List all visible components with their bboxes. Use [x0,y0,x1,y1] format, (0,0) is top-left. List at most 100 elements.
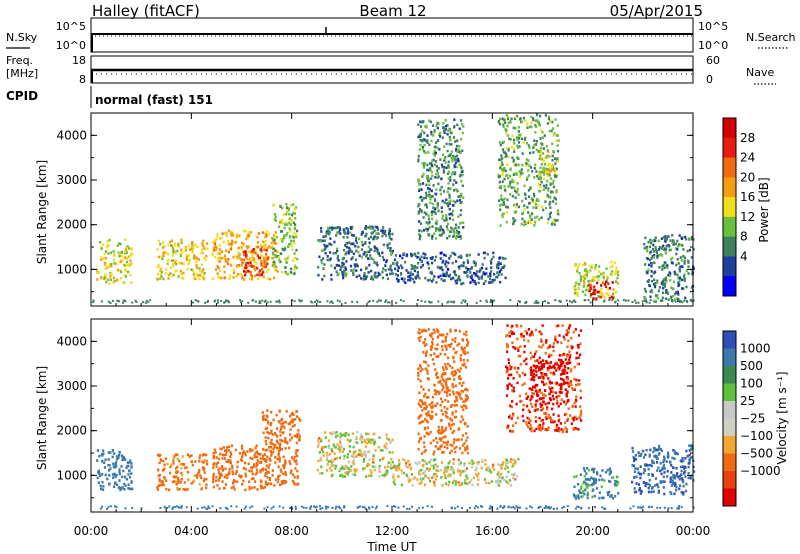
data-cell [643,242,646,246]
data-cell [662,236,665,239]
data-cell [598,270,601,273]
data-cell [171,246,174,249]
data-cell [458,275,461,278]
data-cell [434,160,437,163]
data-cell [218,248,221,251]
data-cell [520,222,523,226]
data-cell [530,356,533,360]
data-cell [122,299,125,302]
data-cell [351,225,354,229]
data-cell [452,252,455,255]
data-cell [159,242,162,246]
data-cell [529,427,532,431]
data-cell [422,120,425,123]
data-cell [508,382,511,386]
data-cell [414,254,417,257]
data-cell [113,485,116,488]
data-cell [580,412,583,415]
data-cell [293,212,297,215]
data-cell [338,445,341,449]
data-cell [452,199,455,203]
data-cell [397,266,400,270]
data-cell [330,462,333,466]
data-cell [565,329,568,332]
data-cell [361,454,364,458]
data-cell [654,300,657,303]
data-cell [534,359,537,363]
data-cell [386,447,389,450]
data-cell [490,258,493,261]
data-cell [192,479,195,483]
data-cell [552,127,555,130]
data-cell [560,341,563,345]
data-cell [324,436,327,439]
data-cell [544,402,547,406]
data-cell [471,483,474,487]
data-cell [289,428,292,431]
data-cell [583,273,586,277]
data-cell [231,472,234,476]
data-cell [130,472,133,475]
data-cell [550,390,553,393]
data-cell [462,261,465,264]
y-tick-label: 3000 [56,173,87,187]
data-cell [342,262,345,266]
data-cell [451,218,455,222]
data-cell [517,347,520,350]
data-cell [421,146,424,149]
data-cell [334,435,337,438]
data-cell [527,159,530,162]
data-cell [156,488,160,491]
data-cell [493,272,496,276]
data-cell [235,257,239,260]
data-cell [459,473,462,477]
data-cell [426,377,430,380]
data-cell [223,454,226,457]
data-cell [219,447,222,451]
data-cell [448,389,451,392]
data-cell [556,173,559,177]
data-cell [515,474,519,478]
data-cell [212,456,216,459]
data-cell [514,196,517,200]
data-cell [198,470,201,474]
data-cell [459,151,462,155]
data-cell [661,282,664,286]
data-cell [581,290,585,293]
data-cell [513,142,516,145]
data-cell [375,276,378,279]
data-cell [280,482,284,486]
data-cell [289,220,292,223]
data-cell [373,235,376,238]
data-cell [337,230,341,234]
data-cell [262,265,265,269]
data-cell [530,218,533,221]
data-cell [438,428,441,432]
data-cell [368,440,371,443]
data-cell [129,273,132,277]
data-cell [563,372,566,375]
data-cell [183,481,186,484]
data-cell [127,483,130,486]
data-cell [447,165,450,169]
data-cell [371,231,374,234]
data-cell [431,195,434,198]
data-cell [475,270,478,273]
data-cell [504,461,507,465]
data-cell [534,403,537,406]
data-cell [483,478,487,481]
data-cell [240,258,243,261]
data-cell [124,252,127,255]
data-cell [270,431,273,435]
data-cell [340,467,343,470]
data-cell [508,416,511,419]
data-cell [363,466,366,470]
data-cell [416,266,419,269]
data-cell [173,475,176,479]
data-cell [445,378,448,381]
data-cell [124,484,127,488]
data-cell [646,249,649,253]
data-cell [536,392,539,395]
data-cell [97,481,100,484]
data-cell [271,245,274,248]
